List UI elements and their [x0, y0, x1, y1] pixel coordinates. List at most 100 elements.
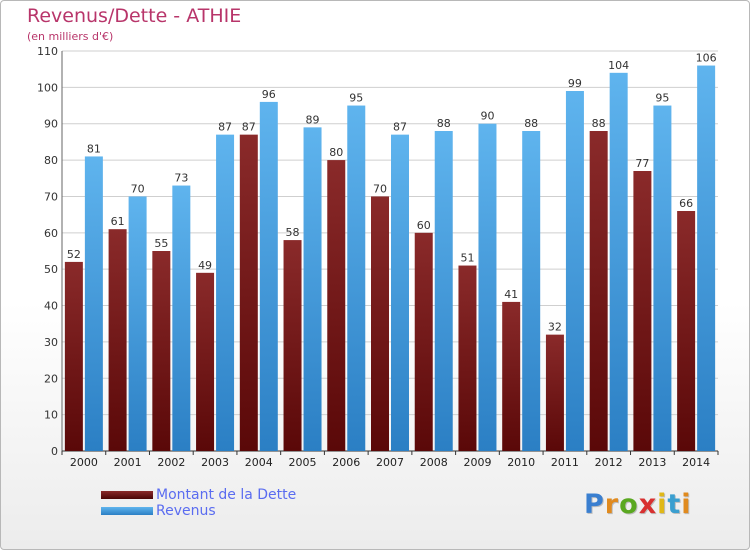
bar-revenus	[565, 91, 584, 451]
bar-revenus	[609, 72, 628, 452]
data-label-dette: 77	[635, 157, 649, 170]
data-label-dette: 87	[242, 121, 256, 134]
legend-label-revenus: Revenus	[156, 503, 216, 519]
bar-revenus	[478, 123, 497, 452]
y-tick-label: 90	[44, 118, 58, 131]
legend: Montant de la Dette Revenus	[101, 487, 296, 519]
logo-letter: i	[657, 489, 668, 520]
bar-dette	[458, 265, 477, 451]
data-label-revenus: 90	[480, 110, 494, 123]
x-tick-label: 2010	[507, 456, 535, 469]
logo-letter: i	[681, 489, 692, 520]
data-label-dette: 60	[417, 219, 431, 232]
data-label-dette: 88	[592, 117, 606, 130]
logo-letter: r	[604, 489, 620, 520]
logo-letter: x	[638, 489, 658, 520]
y-tick-label: 50	[44, 263, 58, 276]
data-label-dette: 58	[286, 226, 300, 239]
bar-revenus	[128, 196, 147, 451]
bar-revenus	[303, 127, 322, 451]
bar-dette	[502, 301, 521, 451]
y-tick-label: 70	[44, 190, 58, 203]
data-label-revenus: 70	[131, 182, 145, 195]
bar-revenus	[172, 185, 191, 451]
legend-item-revenus: Revenus	[101, 503, 296, 519]
bar-revenus	[434, 131, 453, 451]
x-tick-label: 2008	[420, 456, 448, 469]
data-label-dette: 41	[504, 288, 518, 301]
bar-revenus	[697, 65, 716, 451]
data-label-revenus: 88	[524, 117, 538, 130]
legend-swatch-dette	[101, 491, 153, 499]
x-tick-label: 2012	[595, 456, 623, 469]
bar-dette	[239, 134, 258, 452]
logo-letter: P	[584, 489, 605, 520]
data-label-dette: 70	[373, 182, 387, 195]
bar-dette	[677, 211, 696, 451]
bar-dette	[545, 334, 564, 451]
bar-dette	[414, 232, 433, 451]
bar-dette	[64, 261, 83, 451]
bar-dette	[196, 272, 215, 451]
bar-revenus	[391, 134, 409, 452]
data-label-dette: 52	[67, 248, 81, 261]
chart-subtitle: (en milliers d'€)	[27, 30, 114, 43]
data-label-revenus: 95	[655, 92, 669, 105]
y-tick-label: 40	[44, 300, 58, 313]
logo-letter: o	[619, 489, 639, 520]
data-label-dette: 80	[329, 146, 343, 159]
data-label-revenus: 106	[696, 52, 717, 65]
x-tick-label: 2009	[463, 456, 491, 469]
y-tick-label: 110	[37, 45, 58, 58]
bar-dette	[589, 131, 608, 451]
data-label-revenus: 88	[437, 117, 451, 130]
logo-letter: t	[667, 489, 682, 520]
bar-dette	[371, 196, 389, 451]
data-label-revenus: 73	[174, 172, 188, 185]
y-tick-label: 80	[44, 154, 58, 167]
bar-revenus	[347, 105, 366, 451]
y-tick-label: 0	[51, 445, 58, 458]
data-label-dette: 32	[548, 321, 562, 334]
data-label-dette: 66	[679, 197, 693, 210]
data-label-revenus: 89	[306, 113, 320, 126]
bar-dette	[633, 171, 652, 451]
x-tick-label: 2014	[682, 456, 710, 469]
bar-revenus	[522, 131, 541, 451]
bar-dette	[283, 240, 302, 451]
data-label-dette: 49	[198, 259, 212, 272]
data-label-dette: 51	[460, 252, 474, 265]
x-tick-label: 2004	[245, 456, 273, 469]
x-tick-label: 2011	[551, 456, 579, 469]
x-tick-label: 2007	[376, 456, 404, 469]
data-label-dette: 55	[154, 237, 168, 250]
x-tick-label: 2000	[70, 456, 98, 469]
legend-item-dette: Montant de la Dette	[101, 487, 296, 503]
x-tick-label: 2001	[114, 456, 142, 469]
y-tick-label: 60	[44, 227, 58, 240]
x-tick-label: 2002	[157, 456, 185, 469]
data-label-revenus: 99	[568, 77, 582, 90]
data-label-revenus: 95	[349, 92, 363, 105]
bar-revenus	[84, 156, 103, 452]
data-label-dette: 61	[111, 215, 125, 228]
bar-revenus	[259, 101, 278, 451]
bar-dette	[108, 229, 127, 451]
bar-revenus	[216, 134, 235, 452]
x-tick-label: 2003	[201, 456, 229, 469]
data-label-revenus: 104	[608, 59, 629, 72]
legend-swatch-revenus	[101, 507, 153, 515]
chart-title: Revenus/Dette - ATHIE	[27, 5, 242, 27]
data-label-revenus: 87	[218, 121, 232, 134]
x-tick-label: 2006	[332, 456, 360, 469]
data-label-revenus: 81	[87, 142, 101, 155]
bar-dette	[327, 160, 346, 451]
y-tick-label: 100	[37, 81, 58, 94]
y-tick-label: 10	[44, 409, 58, 422]
proxiti-logo: Proxiti	[584, 489, 692, 520]
data-label-revenus: 87	[393, 121, 407, 134]
bar-dette	[152, 251, 171, 451]
y-tick-label: 30	[44, 336, 58, 349]
